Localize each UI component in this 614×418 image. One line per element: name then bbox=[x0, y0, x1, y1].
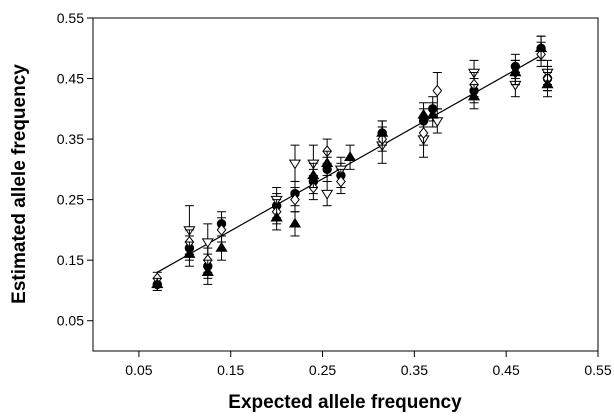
data-point bbox=[288, 211, 302, 237]
data-point bbox=[151, 277, 164, 291]
x-tick-label: 0.15 bbox=[217, 362, 244, 378]
x-axis-title: Expected allele frequency bbox=[228, 392, 462, 413]
y-tick-label: 0.35 bbox=[57, 131, 84, 147]
data-point-marker bbox=[290, 193, 300, 206]
data-point bbox=[336, 168, 346, 195]
data-point-marker bbox=[321, 157, 334, 168]
y-tick-label: 0.45 bbox=[57, 71, 84, 87]
data-point-marker bbox=[151, 278, 164, 289]
data-point bbox=[201, 259, 214, 285]
data-point bbox=[307, 162, 320, 189]
data-point bbox=[541, 71, 554, 98]
data-point bbox=[215, 235, 228, 261]
x-tick-label: 0.55 bbox=[584, 362, 611, 378]
x-tick-label: 0.25 bbox=[309, 362, 336, 378]
y-axis-title: Estimated allele frequency bbox=[9, 64, 30, 304]
data-point bbox=[321, 180, 334, 207]
data-point-marker bbox=[201, 238, 214, 249]
data-point-marker bbox=[509, 66, 522, 77]
data-point bbox=[509, 59, 522, 86]
data-point bbox=[376, 120, 389, 146]
data-point-marker bbox=[426, 108, 439, 119]
data-point-marker bbox=[343, 151, 357, 161]
data-point-marker bbox=[270, 211, 283, 222]
data-point-marker bbox=[201, 266, 214, 276]
data-point bbox=[426, 102, 439, 128]
data-point-marker bbox=[417, 108, 430, 119]
data-point-marker bbox=[376, 126, 389, 137]
axis-ticks: 0.05 0.15 0.25 0.35 0.45 0.55 0.05 0.15 0.25 0.35… bbox=[57, 10, 612, 378]
data-point-marker bbox=[288, 159, 302, 170]
data-point-marker bbox=[432, 84, 443, 97]
data-point-marker bbox=[467, 90, 481, 101]
data-point-marker bbox=[336, 175, 346, 188]
data-point bbox=[183, 241, 196, 267]
data-point bbox=[418, 120, 429, 146]
y-tick-label: 0.15 bbox=[57, 252, 84, 268]
data-point bbox=[432, 71, 443, 110]
y-tick-label: 0.05 bbox=[57, 313, 84, 329]
data-point-marker bbox=[418, 127, 429, 140]
y-tick-label: 0.55 bbox=[57, 10, 84, 26]
data-point bbox=[534, 35, 548, 61]
data-point-marker bbox=[215, 241, 228, 252]
data-point-marker bbox=[541, 78, 554, 89]
y-tick-label: 0.25 bbox=[57, 192, 84, 208]
x-tick-label: 0.45 bbox=[493, 362, 520, 378]
data-point bbox=[417, 102, 430, 128]
data-point bbox=[288, 144, 302, 182]
x-tick-label: 0.05 bbox=[125, 362, 152, 378]
data-point bbox=[343, 144, 357, 170]
data-points-layer bbox=[151, 35, 554, 291]
data-point bbox=[321, 150, 334, 176]
data-point-marker bbox=[321, 189, 334, 200]
data-point bbox=[467, 84, 481, 110]
data-point-marker bbox=[307, 169, 320, 180]
x-tick-label: 0.35 bbox=[401, 362, 428, 378]
plot-frame bbox=[92, 17, 599, 352]
data-point-marker bbox=[431, 117, 444, 128]
data-point-marker bbox=[288, 217, 302, 228]
data-point-marker bbox=[216, 223, 227, 236]
data-point-marker bbox=[183, 247, 196, 258]
data-point bbox=[270, 205, 283, 231]
data-point-marker bbox=[534, 42, 548, 52]
